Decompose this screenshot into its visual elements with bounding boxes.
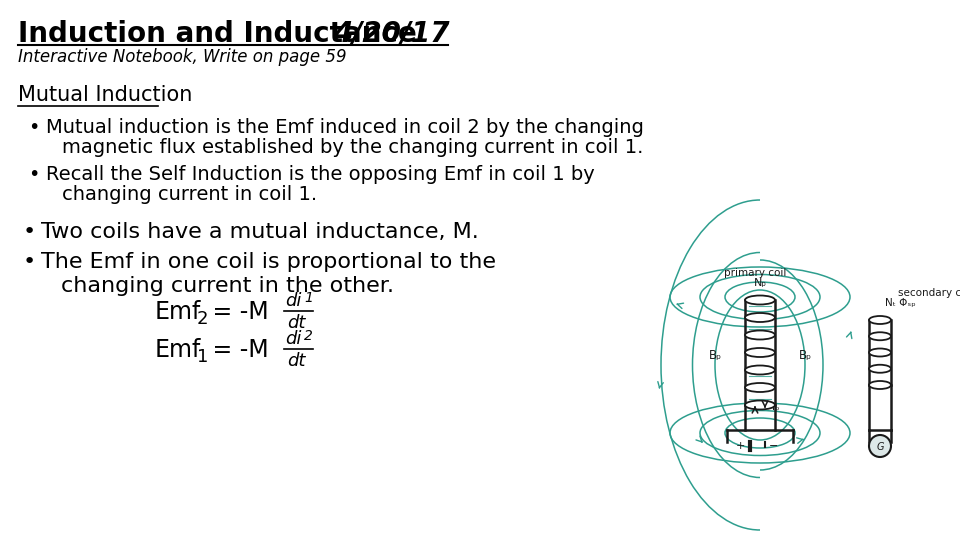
Text: 2: 2 [304, 329, 313, 343]
Text: 1: 1 [197, 348, 208, 366]
Text: G: G [876, 442, 884, 452]
Ellipse shape [869, 364, 891, 373]
Ellipse shape [869, 381, 891, 389]
Text: •: • [28, 118, 39, 137]
Text: •: • [23, 252, 36, 272]
Text: dt: dt [287, 352, 305, 370]
Text: di: di [285, 292, 301, 310]
Text: Interactive Notebook, Write on page 59: Interactive Notebook, Write on page 59 [18, 48, 347, 66]
Text: Mutual induction is the Emf induced in coil 2 by the changing: Mutual induction is the Emf induced in c… [46, 118, 644, 137]
Ellipse shape [745, 348, 775, 357]
Text: •: • [28, 165, 39, 184]
Ellipse shape [869, 332, 891, 340]
Text: magnetic flux established by the changing current in coil 1.: magnetic flux established by the changin… [62, 138, 643, 157]
Text: primary coil: primary coil [724, 268, 786, 278]
Ellipse shape [869, 348, 891, 356]
Ellipse shape [745, 295, 775, 305]
Ellipse shape [745, 383, 775, 392]
Text: 4/20/17: 4/20/17 [333, 20, 449, 48]
Text: Emf: Emf [155, 338, 202, 362]
Text: Emf: Emf [155, 300, 202, 324]
Ellipse shape [869, 316, 891, 324]
Text: Bₚ: Bₚ [799, 348, 811, 361]
Text: 2: 2 [197, 310, 208, 328]
Ellipse shape [745, 366, 775, 375]
Text: Recall the Self Induction is the opposing Emf in coil 1 by: Recall the Self Induction is the opposin… [46, 165, 595, 184]
Ellipse shape [745, 401, 775, 409]
Text: secondary coil: secondary coil [898, 288, 960, 298]
Text: Nₚ: Nₚ [754, 278, 767, 288]
Text: Bₚ: Bₚ [708, 348, 722, 361]
Text: −: − [769, 441, 779, 451]
Text: The Emf in one coil is proportional to the: The Emf in one coil is proportional to t… [41, 252, 496, 272]
Circle shape [869, 435, 891, 457]
Text: •: • [23, 222, 36, 242]
Text: +: + [735, 441, 745, 451]
Text: dt: dt [287, 314, 305, 332]
Text: Induction and Inductance: Induction and Inductance [18, 20, 436, 48]
Text: 1: 1 [304, 291, 313, 305]
Text: = -M: = -M [205, 300, 276, 324]
Ellipse shape [745, 313, 775, 322]
Text: iₚ: iₚ [772, 402, 780, 412]
Text: di: di [285, 330, 301, 348]
Ellipse shape [745, 330, 775, 340]
Text: Mutual Induction: Mutual Induction [18, 85, 192, 105]
Text: changing current in coil 1.: changing current in coil 1. [62, 185, 317, 204]
Text: Nₜ Φₛₚ: Nₜ Φₛₚ [885, 298, 916, 308]
Text: = -M: = -M [205, 338, 276, 362]
Text: changing current in the other.: changing current in the other. [61, 276, 394, 296]
Text: Two coils have a mutual inductance, M.: Two coils have a mutual inductance, M. [41, 222, 479, 242]
